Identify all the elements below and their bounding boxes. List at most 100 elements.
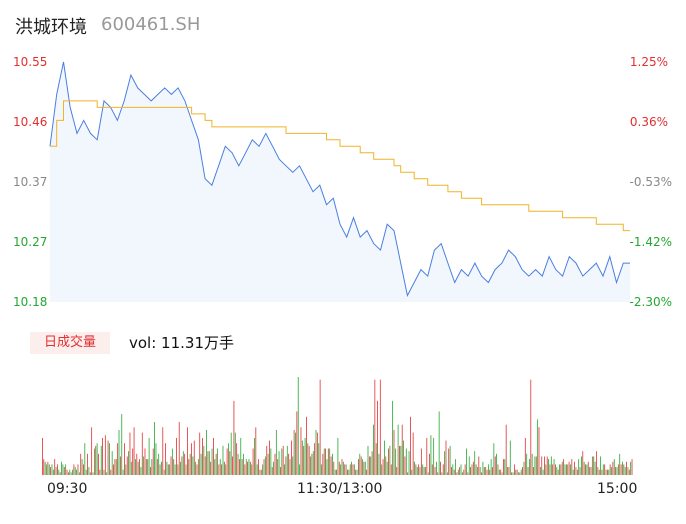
volume-bar <box>306 416 307 475</box>
volume-bar <box>509 440 511 475</box>
volume-bar <box>151 459 153 475</box>
volume-bar <box>604 464 606 475</box>
volume-bar <box>225 464 227 475</box>
volume-bar <box>329 448 331 475</box>
volume-bar <box>267 453 269 475</box>
volume-bar <box>342 461 344 475</box>
volume-bar <box>239 459 240 475</box>
price-tick-4: 10.27 <box>13 235 48 249</box>
volume-bar <box>459 467 461 475</box>
volume-bar <box>627 467 629 475</box>
volume-bar <box>299 464 300 475</box>
volume-bar <box>241 459 243 475</box>
volume-bar <box>612 461 614 475</box>
volume-bar <box>100 445 102 475</box>
volume-bar <box>248 459 250 475</box>
volume-bar <box>106 472 108 475</box>
volume-bar <box>492 467 493 475</box>
volume-bar <box>204 456 206 475</box>
volume-bar <box>271 467 273 475</box>
volume-layer <box>42 377 633 475</box>
volume-bar <box>576 469 578 475</box>
volume-bar <box>446 472 448 475</box>
volume-bar <box>247 461 249 475</box>
volume-bar <box>375 443 377 475</box>
volume-bar <box>457 469 459 475</box>
volume-bar <box>601 469 603 475</box>
volume-bar <box>494 456 496 475</box>
volume-bar <box>181 456 183 475</box>
volume-bar <box>174 464 176 475</box>
volume-bar <box>80 453 82 475</box>
volume-bar <box>515 469 517 475</box>
volume-bar <box>541 456 543 475</box>
volume-bar <box>533 467 534 475</box>
volume-bar <box>423 467 425 475</box>
volume-bar <box>154 422 155 475</box>
volume-bar <box>500 469 502 475</box>
volume-bar <box>307 443 309 475</box>
volume-bar <box>590 467 592 475</box>
volume-bar <box>62 464 64 475</box>
volume-bar <box>478 456 480 475</box>
volume-bar <box>118 429 120 475</box>
volume-bar <box>347 469 348 475</box>
volume-bar <box>385 456 387 475</box>
volume-bar <box>290 440 292 475</box>
volume-bar <box>390 464 392 475</box>
volume-bar <box>559 464 560 475</box>
volume-bar <box>208 451 210 475</box>
volume-bar <box>497 464 499 475</box>
volume-bar <box>386 461 388 475</box>
volume-bar <box>564 464 566 475</box>
volume-bar <box>622 461 623 475</box>
volume-bar <box>312 451 314 475</box>
volume-bar <box>286 445 288 475</box>
volume-bar <box>107 440 109 475</box>
volume-bar <box>96 443 98 475</box>
volume-bar <box>519 472 521 475</box>
volume-bar <box>379 379 381 475</box>
volume-bar <box>285 456 287 475</box>
volume-bar <box>501 472 503 475</box>
volume-bar <box>50 467 52 475</box>
volume-bar <box>363 461 365 475</box>
volume-bar <box>189 453 191 475</box>
volume-bar <box>489 469 491 475</box>
volume-bar <box>158 453 160 475</box>
volume-bar <box>295 432 296 475</box>
volume-bar <box>336 469 337 475</box>
volume-bar <box>229 451 231 475</box>
volume-bar <box>210 461 212 475</box>
volume-bar <box>419 467 421 475</box>
volume-bar <box>70 472 72 475</box>
volume-bar <box>152 448 154 475</box>
volume-bar <box>301 440 303 475</box>
volume-bar <box>178 422 180 475</box>
volume-bar <box>574 461 575 475</box>
volume-bar <box>65 464 67 475</box>
volume-bar <box>472 461 474 475</box>
volume-bar <box>408 451 410 475</box>
volume-bar <box>370 456 372 475</box>
volume-bar <box>561 461 563 475</box>
volume-bar <box>200 453 202 475</box>
volume-bar <box>76 469 77 475</box>
volume-bar <box>556 467 558 475</box>
volume-bar <box>352 464 354 475</box>
volume-bar <box>98 453 99 475</box>
volume-bar <box>206 429 207 475</box>
volume-bar <box>438 411 440 475</box>
volume-bar <box>414 461 415 475</box>
volume-bar <box>451 467 452 475</box>
volume-bar <box>188 459 190 475</box>
volume-bar <box>310 456 311 475</box>
volume-bar <box>481 472 482 475</box>
volume-bar <box>195 461 197 475</box>
volume-bar <box>193 440 195 475</box>
volume-bar <box>177 464 179 475</box>
volume-bar <box>340 464 342 475</box>
volume-bar <box>468 456 470 475</box>
volume-bar <box>171 448 173 475</box>
